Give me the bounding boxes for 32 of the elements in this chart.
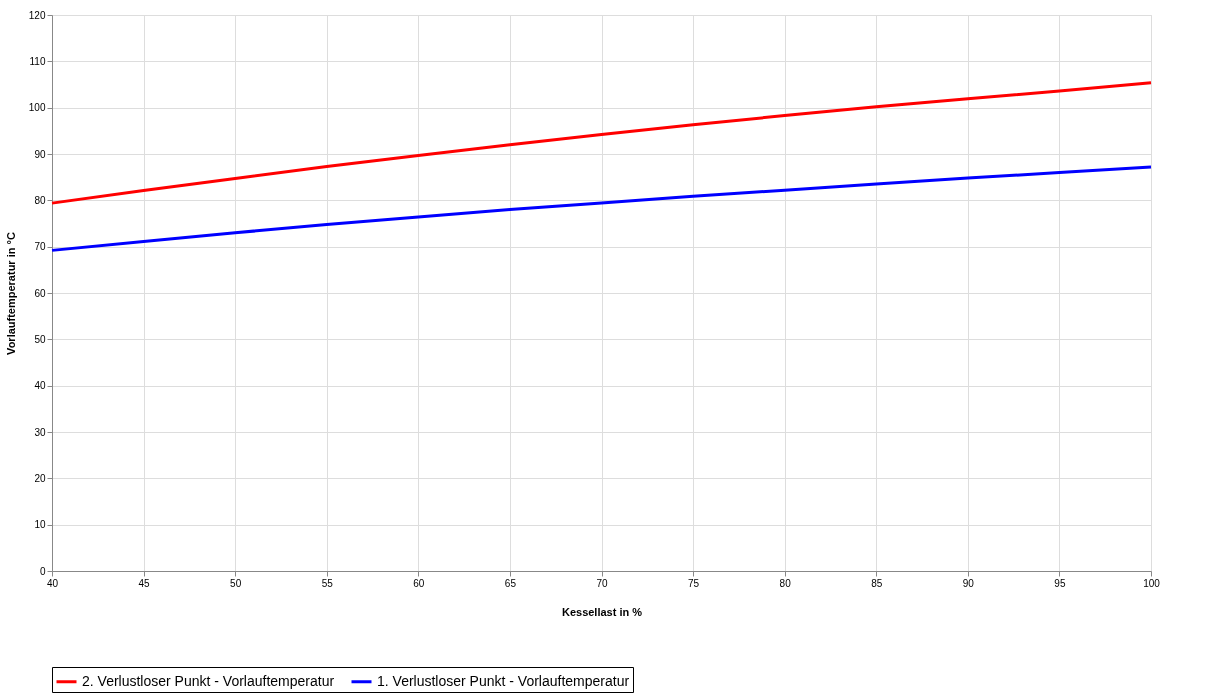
x-axis-title: Kessellast in % bbox=[561, 605, 643, 618]
y-axis-title: Vorlauftemperatur in °C bbox=[4, 232, 17, 355]
legend-label: 1. Verlustloser Punkt - Vorlauftemperatur bbox=[377, 672, 630, 689]
y-tick-label: 50 bbox=[34, 333, 46, 345]
line-series bbox=[50, 81, 1153, 205]
y-tick-label: 30 bbox=[34, 426, 46, 438]
x-tick-label: 60 bbox=[413, 577, 425, 589]
x-tick-label: 40 bbox=[46, 577, 59, 589]
x-tick-label: 80 bbox=[779, 577, 792, 589]
x-tick-label: 65 bbox=[504, 577, 517, 589]
y-tick-label: 20 bbox=[34, 472, 46, 484]
x-tick-label: 75 bbox=[688, 577, 700, 589]
y-tick-label: 40 bbox=[34, 380, 46, 392]
x-tick-label: 85 bbox=[871, 577, 883, 589]
y-tick-label: 60 bbox=[34, 287, 46, 299]
y-tick-label: 110 bbox=[29, 55, 46, 67]
x-tick-label: 100 bbox=[1143, 577, 1161, 589]
x-tick-label: 95 bbox=[1054, 577, 1066, 589]
y-tick-label: 100 bbox=[28, 102, 46, 114]
line-series bbox=[50, 165, 1153, 252]
x-tick-label: 70 bbox=[596, 577, 608, 589]
y-tick-label: 90 bbox=[34, 148, 46, 160]
legend-label: 2. Verlustloser Punkt - Vorlauftemperatur bbox=[82, 672, 335, 689]
x-tick-label: 45 bbox=[138, 577, 151, 589]
y-tick-label: 0 bbox=[39, 565, 46, 577]
x-tick-label: 55 bbox=[321, 577, 334, 589]
y-tick-label: 70 bbox=[34, 241, 46, 253]
y-tick-label: 80 bbox=[34, 194, 46, 206]
x-tick-label: 50 bbox=[230, 577, 242, 589]
x-tick-label: 90 bbox=[962, 577, 975, 589]
y-tick-label: 120 bbox=[28, 9, 46, 21]
y-tick-label: 10 bbox=[34, 519, 46, 531]
